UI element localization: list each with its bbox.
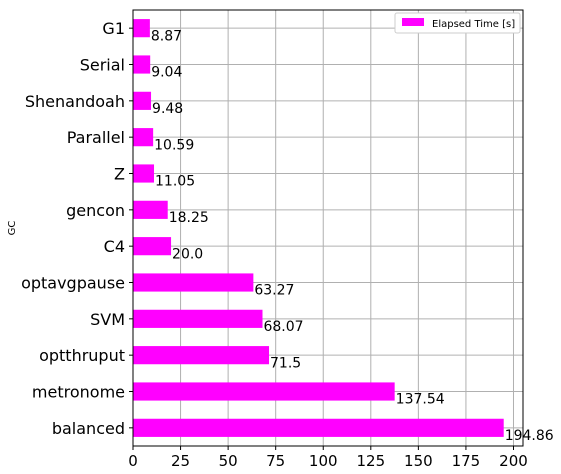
legend-box bbox=[394, 12, 521, 34]
x-tick-label: 25 bbox=[171, 452, 190, 470]
bar bbox=[133, 200, 168, 219]
bar bbox=[133, 273, 254, 292]
bar bbox=[133, 91, 152, 110]
data-label: 8.87 bbox=[151, 28, 182, 44]
y-tick-label: Serial bbox=[80, 56, 125, 75]
x-tick-label: 50 bbox=[219, 452, 238, 470]
y-tick-label: Shenandoah bbox=[25, 92, 125, 111]
data-label: 137.54 bbox=[396, 392, 445, 408]
legend-swatch bbox=[402, 18, 424, 26]
y-tick-label: metronome bbox=[32, 383, 125, 402]
y-tick-label: gencon bbox=[66, 201, 125, 220]
bar bbox=[133, 418, 504, 437]
x-tick-label: 200 bbox=[499, 452, 528, 470]
x-tick-label: 100 bbox=[309, 452, 338, 470]
data-label: 63.27 bbox=[254, 283, 294, 299]
y-tick-label: balanced bbox=[52, 419, 125, 438]
bar bbox=[133, 128, 154, 147]
bar bbox=[133, 309, 263, 328]
bar bbox=[133, 346, 270, 365]
plot-frame bbox=[132, 9, 524, 447]
data-label: 18.25 bbox=[169, 210, 209, 226]
y-tick-label: Parallel bbox=[67, 128, 125, 147]
bars bbox=[133, 19, 504, 437]
y-tick-label: Z bbox=[114, 165, 125, 184]
y-tick-label: optthruput bbox=[39, 346, 125, 365]
y-tick-label: optavgpause bbox=[21, 274, 125, 293]
data-label: 71.5 bbox=[270, 355, 301, 371]
legend-label: Elapsed Time [s] bbox=[432, 19, 515, 30]
data-label: 68.07 bbox=[263, 319, 303, 335]
y-tick-label: C4 bbox=[104, 237, 125, 256]
data-label: 9.48 bbox=[152, 101, 183, 117]
data-labels: 8.87 9.04 9.48 10.59 11.05 18.25 20.0 63.27 68.0… bbox=[151, 28, 554, 444]
bar bbox=[133, 55, 151, 74]
bar bbox=[133, 237, 172, 256]
data-label: 20.0 bbox=[172, 246, 203, 262]
data-label: 11.05 bbox=[155, 174, 195, 190]
x-tick-label: 175 bbox=[452, 452, 481, 470]
y-tick-label: SVM bbox=[90, 310, 125, 329]
x-tick-label: 0 bbox=[128, 452, 138, 470]
bar bbox=[133, 382, 395, 401]
y-axis-title: GC bbox=[7, 221, 18, 236]
x-tick-label: 125 bbox=[356, 452, 385, 470]
bar bbox=[133, 19, 150, 38]
bar bbox=[133, 164, 155, 183]
grid-lines bbox=[132, 10, 523, 446]
x-tick-label: 75 bbox=[266, 452, 285, 470]
data-label: 10.59 bbox=[154, 137, 194, 153]
legend: Elapsed Time [s] bbox=[394, 12, 521, 34]
y-tick-label: G1 bbox=[102, 19, 125, 38]
x-ticks: 0 25 50 75 100 125 150 175 200 bbox=[128, 446, 528, 470]
data-label: 194.86 bbox=[505, 428, 554, 444]
x-tick-label: 150 bbox=[404, 452, 433, 470]
data-label: 9.04 bbox=[151, 65, 182, 81]
